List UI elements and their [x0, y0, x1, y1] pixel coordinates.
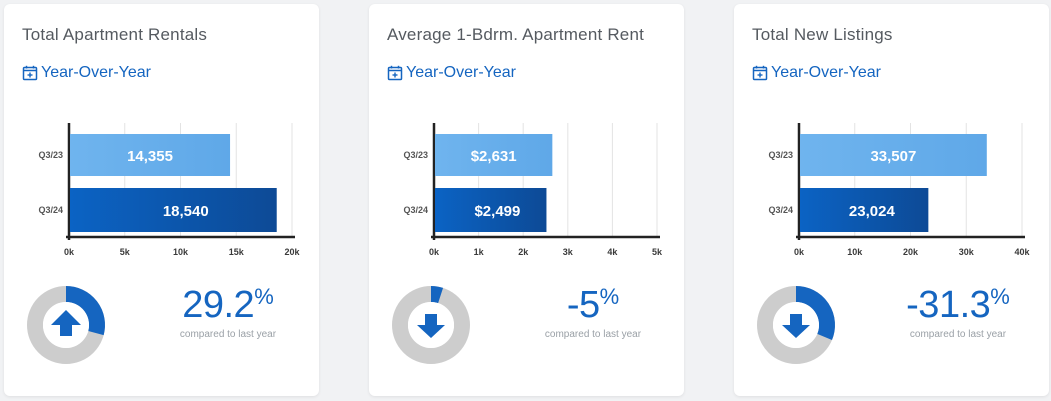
- percent-symbol: %: [599, 284, 620, 309]
- category-label: Q3/24: [38, 205, 63, 215]
- calendar-plus-icon: [752, 65, 768, 81]
- change-donut: [392, 286, 470, 364]
- donut-segment: [65, 286, 105, 336]
- x-tick-label: 1k: [474, 247, 485, 257]
- x-tick-label: 5k: [652, 247, 663, 257]
- bar-value-label: 14,355: [127, 148, 173, 165]
- x-tick-label: 0k: [794, 247, 805, 257]
- bar-value-label: 23,024: [849, 203, 896, 220]
- year-over-year-link[interactable]: Year-Over-Year: [752, 64, 881, 82]
- percent-symbol: %: [254, 284, 274, 309]
- year-over-year-link[interactable]: Year-Over-Year: [22, 64, 151, 82]
- bar-value-label: $2,631: [471, 148, 517, 165]
- x-tick-label: 4k: [607, 247, 618, 257]
- change-donut: [27, 286, 105, 364]
- arrow-down-icon: [417, 314, 445, 338]
- bar-q3-23: [70, 134, 231, 176]
- card-total-new-listings: Total New Listings Year-Over-Year 0k 10k 2…: [734, 4, 1049, 396]
- percent-change: 29.2%: [144, 284, 312, 327]
- percent-change: -5%: [509, 284, 677, 327]
- category-label: Q3/23: [38, 150, 63, 160]
- x-tick-label: 15k: [229, 247, 245, 257]
- category-label: Q3/23: [768, 150, 793, 160]
- x-tick-label: 10k: [847, 247, 863, 257]
- card-title: Total Apartment Rentals: [22, 25, 208, 44]
- calendar-plus-icon: [22, 65, 38, 81]
- year-over-year-label: Year-Over-Year: [406, 64, 516, 81]
- percent-change-value: -5: [566, 284, 600, 326]
- x-tick-label: 10k: [173, 247, 189, 257]
- percent-change-caption: compared to last year: [544, 329, 642, 340]
- bar-q3-23: [435, 134, 553, 176]
- x-tick-label: 0k: [64, 247, 75, 257]
- card-title: Total New Listings: [752, 25, 893, 44]
- bar-chart: 0k 1k 2k 3k 4k 5k Q3/23 $2,631 Q3/24 $2,499: [403, 123, 663, 257]
- year-over-year-label: Year-Over-Year: [771, 64, 881, 81]
- percent-change-caption: compared to last year: [179, 329, 277, 340]
- category-label: Q3/24: [768, 205, 793, 215]
- bar-q3-23: [800, 134, 987, 176]
- x-tick-label: 2k: [518, 247, 529, 257]
- bar-value-label: $2,499: [474, 203, 520, 220]
- year-over-year-link[interactable]: Year-Over-Year: [387, 64, 516, 82]
- x-tick-label: 0k: [429, 247, 440, 257]
- percent-change: -31.3%: [874, 284, 1042, 327]
- bar-chart: 0k 5k 10k 15k 20k Q3/23 14,355 Q3/24 18,540: [38, 123, 300, 257]
- card-average-1-bdrm-rent: Average 1-Bdrm. Apartment Rent Year-Over…: [369, 4, 684, 396]
- bar-chart: 0k 10k 20k 30k 40k Q3/23 33,507 Q3/24 23,024: [768, 123, 1030, 257]
- year-over-year-label: Year-Over-Year: [41, 64, 151, 81]
- x-tick-label: 3k: [563, 247, 574, 257]
- category-label: Q3/24: [403, 205, 428, 215]
- arrow-down-icon: [782, 314, 810, 338]
- percent-symbol: %: [990, 284, 1010, 309]
- change-donut: [757, 286, 835, 364]
- x-tick-label: 20k: [284, 247, 300, 257]
- bar-value-label: 33,507: [870, 148, 916, 165]
- arrow-up-icon: [51, 310, 81, 336]
- x-tick-label: 30k: [959, 247, 975, 257]
- x-tick-label: 40k: [1014, 247, 1030, 257]
- percent-change-value: 29.2: [182, 284, 255, 326]
- calendar-plus-icon: [387, 65, 403, 81]
- bar-q3-24: [70, 188, 277, 232]
- card-total-apartment-rentals: Total Apartment Rentals Year-Over-Year 0…: [4, 4, 319, 396]
- x-tick-label: 20k: [903, 247, 919, 257]
- x-tick-label: 5k: [120, 247, 131, 257]
- bar-q3-24: [435, 188, 547, 232]
- donut-segment: [430, 286, 444, 304]
- category-label: Q3/23: [403, 150, 428, 160]
- bar-value-label: 18,540: [163, 203, 209, 220]
- card-title: Average 1-Bdrm. Apartment Rent: [387, 25, 645, 44]
- percent-change-value: -31.3: [906, 284, 991, 326]
- percent-change-caption: compared to last year: [909, 329, 1007, 340]
- donut-segment: [795, 286, 835, 341]
- bar-q3-24: [800, 188, 929, 232]
